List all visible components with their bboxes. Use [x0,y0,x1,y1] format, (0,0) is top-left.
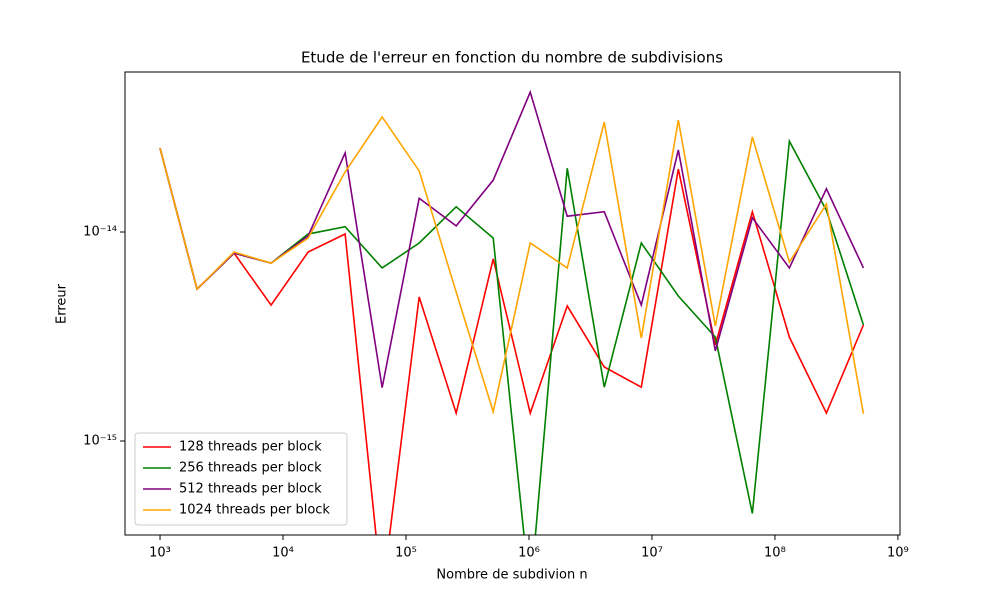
y-tick-label: 10⁻¹⁴ [83,225,117,240]
plot-frame [124,71,901,536]
series-line [159,147,865,535]
legend-box [134,432,348,526]
x-tick-label: 10⁴ [272,546,294,561]
x-tick-label: 10⁹ [887,546,909,561]
legend-label: 128 threads per block [179,440,322,455]
x-tick-label: 10³ [149,546,171,561]
y-axis-label: Erreur [55,283,70,324]
x-tick-label: 10⁸ [764,546,786,561]
plot-lines [159,89,865,535]
y-tick-label: 10⁻¹⁵ [83,434,117,449]
legend-label: 512 threads per block [179,482,322,497]
legend-label: 1024 threads per block [179,503,330,518]
x-tick-label: 10⁷ [641,546,663,561]
x-tick-label: 10⁶ [518,546,540,561]
x-axis-label: Nombre de subdivion n [436,568,587,583]
legend-label: 256 threads per block [179,461,322,476]
series-line [159,115,865,415]
x-tick-label: 10⁵ [395,546,417,561]
chart-title: Etude de l'erreur en fonction du nombre … [301,49,723,67]
